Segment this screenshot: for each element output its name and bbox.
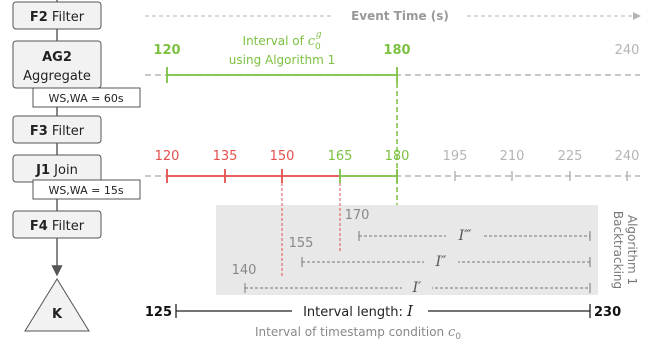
ag2-tick-label-240: 240: [615, 43, 640, 58]
interval-i1-label: I′: [412, 280, 423, 296]
j1-tick-label-165: 165: [328, 149, 353, 164]
j1-tick-label-180: 180: [385, 149, 410, 164]
interval-length-label: Interval length: I: [303, 302, 414, 320]
bottom-left-value: 125: [145, 305, 172, 320]
interval-start-140: 140: [232, 263, 257, 278]
bottom-caption: Interval of timestamp condition c0: [255, 325, 461, 342]
ag2-caption-sup: g: [316, 30, 322, 40]
backtracking-side-label: Algorithm 1 Backtracking: [611, 211, 639, 289]
bottom-caption-text: Interval of timestamp condition: [255, 325, 448, 339]
bottom-right-value: 230: [594, 305, 621, 320]
j1-window-badge: WS,WA = 15s: [33, 180, 140, 199]
operator-ag2: AG2 Aggregate: [13, 41, 101, 88]
bottom-caption-sub: 0: [455, 332, 461, 342]
backtracking-label-line1: Algorithm 1: [625, 215, 639, 285]
operator-f3-id: F3: [30, 124, 48, 139]
sink-label: K: [52, 307, 63, 322]
ag2-caption-text: Interval of: [243, 34, 308, 48]
operator-j1: J1 Join: [13, 155, 101, 182]
interval-start-155: 155: [289, 236, 314, 251]
svg-text:F4 Filter: F4 Filter: [30, 219, 85, 234]
operator-j1-label: Join: [50, 163, 78, 178]
operator-f3: F3 Filter: [13, 116, 101, 143]
svg-text:F3 Filter: F3 Filter: [30, 124, 85, 139]
operator-f4-id: F4: [30, 219, 48, 234]
j1-tick-label-120: 120: [155, 149, 180, 164]
operator-j1-id: J1: [35, 163, 50, 178]
operator-f2-id: F2: [30, 10, 48, 25]
ag2-caption-line2: using Algorithm 1: [229, 53, 335, 67]
operator-ag2-id: AG2: [42, 50, 72, 65]
interval-length-text: Interval length:: [303, 305, 407, 320]
ag2-interval-caption: Interval of c0g: [243, 30, 322, 52]
j1-tick-label-150: 150: [270, 149, 295, 164]
j1-tick-label-210: 210: [500, 149, 525, 164]
svg-text:F2 Filter: F2 Filter: [30, 10, 85, 25]
event-time-axis-title: Event Time (s): [351, 9, 449, 23]
operator-f3-label: Filter: [48, 124, 85, 139]
ag2-tick-label-120: 120: [153, 43, 180, 58]
svg-text:J1 Join: J1 Join: [35, 163, 78, 178]
j1-tick-label-135: 135: [213, 149, 238, 164]
j1-tick-label-225: 225: [558, 149, 583, 164]
operator-ag2-label: Aggregate: [23, 69, 91, 84]
backtracking-label-line2: Backtracking: [611, 211, 625, 289]
interval-i3-label: I‴: [458, 228, 473, 244]
j1-window-text: WS,WA = 15s: [48, 184, 123, 197]
interval-i2-label: I″: [435, 254, 448, 270]
ag2-caption-sub: 0: [315, 42, 321, 52]
j1-tick-label-195: 195: [443, 149, 468, 164]
j1-tick-label-240: 240: [615, 149, 640, 164]
interval-start-170: 170: [345, 208, 370, 223]
operator-f4-label: Filter: [48, 219, 85, 234]
sink-triangle: K: [25, 279, 89, 331]
operator-f2-label: Filter: [48, 10, 85, 25]
ag2-window-badge: WS,WA = 60s: [33, 88, 140, 107]
ag2-window-text: WS,WA = 60s: [48, 92, 123, 105]
operator-f2: F2 Filter: [13, 2, 101, 29]
interval-length-var: I: [406, 302, 414, 320]
operator-f4: F4 Filter: [13, 211, 101, 238]
ag2-tick-label-180: 180: [383, 43, 410, 58]
